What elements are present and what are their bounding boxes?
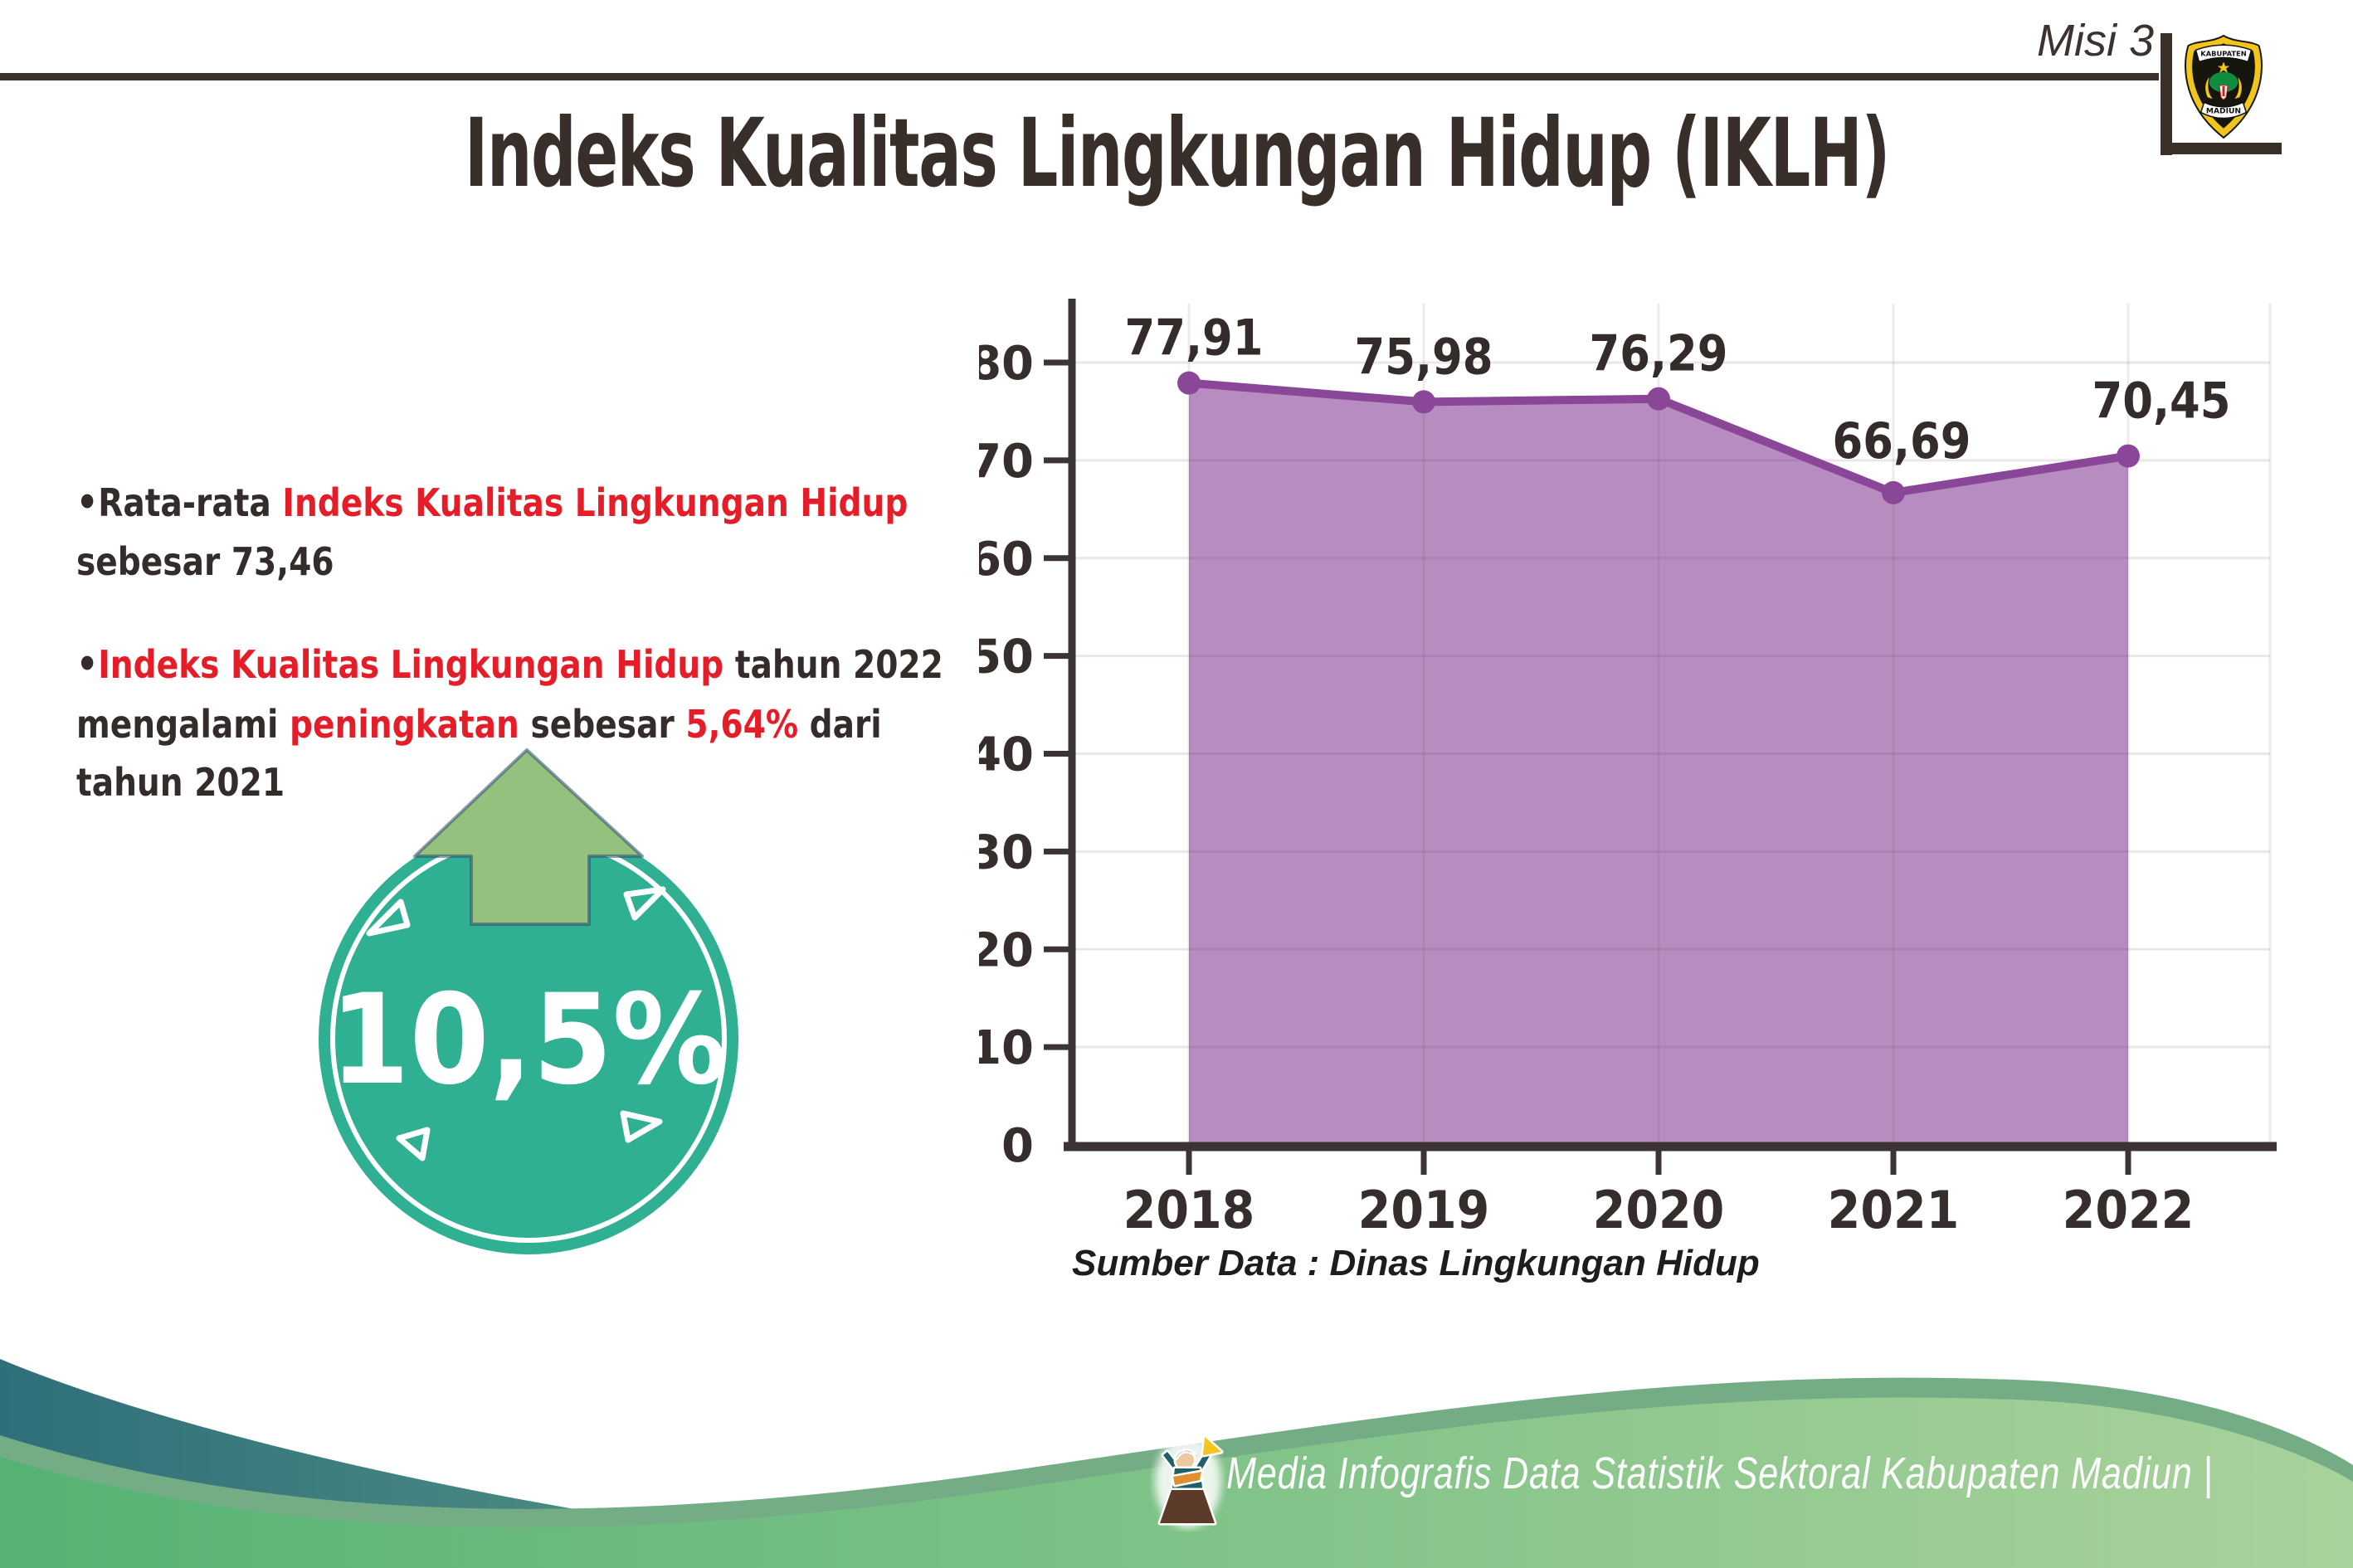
crest-frame-horizontal: [2161, 143, 2282, 154]
increase-badge: 10,5%: [319, 748, 738, 1254]
badge-value: 10,5%: [330, 967, 728, 1113]
source-note: Sumber Data : Dinas Lingkungan Hidup: [1072, 1243, 1760, 1283]
svg-text:20: 20: [979, 923, 1034, 977]
iklh-area-chart: 0 10 20 30 40 50 60 70 80 2018 2019 2020 2021 2022 77,…: [969, 299, 2277, 1241]
bullet-1: •Rata-rata Indeks Kualitas Lingkungan Hi…: [76, 480, 909, 585]
svg-text:2018: 2018: [1123, 1181, 1255, 1241]
svg-text:2020: 2020: [1593, 1181, 1725, 1241]
bullet-dot: •: [76, 641, 99, 689]
crest-frame-vertical: [2161, 33, 2172, 155]
page-title: Indeks Kualitas Lingkungan Hidup (IKLH): [464, 98, 1890, 208]
svg-text:2019: 2019: [1358, 1181, 1490, 1241]
bullet-2: •Indeks Kualitas Lingkungan Hidup tahun …: [76, 641, 943, 805]
madiun-crest-icon: KABUPATEN MADIUN: [2184, 34, 2263, 139]
svg-text:10: 10: [979, 1021, 1034, 1075]
svg-text:40: 40: [979, 728, 1034, 782]
svg-text:60: 60: [979, 533, 1034, 587]
misi-label: Misi 3: [2036, 16, 2154, 66]
header-rule: [0, 73, 2159, 80]
crest-star-icon: [2217, 61, 2230, 73]
svg-text:75,98: 75,98: [1355, 329, 1493, 386]
svg-text:2022: 2022: [2063, 1181, 2195, 1241]
svg-text:77,91: 77,91: [1125, 309, 1264, 367]
crest-top-text: KABUPATEN: [2200, 49, 2246, 57]
bullet-dot: •: [76, 480, 99, 526]
up-arrow-icon: [413, 748, 644, 926]
svg-text:70,45: 70,45: [2092, 373, 2231, 430]
svg-text:0: 0: [1001, 1119, 1034, 1173]
badge-accent-triangles: [366, 886, 666, 1161]
svg-text:50: 50: [979, 631, 1034, 684]
svg-text:66,69: 66,69: [1833, 413, 1971, 470]
svg-text:2021: 2021: [1828, 1181, 1960, 1241]
footer-credit: Media Infografis Data Statistik Sektoral…: [1226, 1449, 2214, 1498]
crest-bottom-text: MADIUN: [2206, 107, 2241, 115]
svg-text:76,29: 76,29: [1590, 326, 1728, 383]
svg-text:80: 80: [979, 337, 1034, 391]
svg-text:30: 30: [979, 825, 1034, 879]
mascot-icon: [1155, 1434, 1224, 1528]
key-points: •Rata-rata Indeks Kualitas Lingkungan Hi…: [76, 473, 958, 855]
svg-text:70: 70: [979, 435, 1034, 489]
chart: 0 10 20 30 40 50 60 70 80 2018 2019 2020 2021 2022 77,…: [969, 274, 2277, 1319]
